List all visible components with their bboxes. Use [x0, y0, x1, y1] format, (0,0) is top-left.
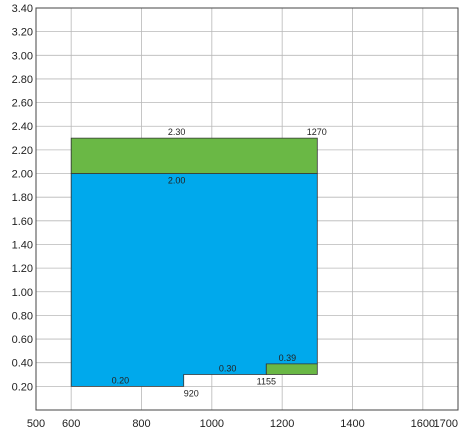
y-tick-label: 0.60 [12, 334, 33, 346]
data-label: 1155 [257, 377, 276, 387]
data-label: 0.39 [279, 353, 297, 363]
y-tick-label: 1.00 [12, 287, 33, 299]
y-tick-label: 1.20 [12, 263, 33, 275]
region-1 [70, 137, 318, 174]
y-tick-label: 3.00 [12, 50, 33, 62]
data-label: 2.30 [168, 127, 186, 137]
data-label: 0.20 [112, 375, 130, 385]
data-label: 920 [184, 388, 199, 398]
y-tick-label: 0.20 [12, 381, 33, 393]
plot-border [35, 7, 459, 411]
y-tick-label: 1.40 [12, 239, 33, 251]
y-tick-label: 1.80 [12, 192, 33, 204]
x-tick-label: 1600 [411, 418, 435, 430]
x-tick-label: 1000 [200, 418, 224, 430]
y-tick-label: 3.40 [12, 3, 33, 15]
x-tick-label: 1400 [340, 418, 364, 430]
x-tick-label: 800 [132, 418, 150, 430]
y-tick-label: 2.60 [12, 98, 33, 110]
x-tick-label: 1200 [270, 418, 294, 430]
x-tick-label: 500 [27, 418, 45, 430]
data-label: 1270 [307, 127, 327, 137]
y-tick-label: 1.60 [12, 216, 33, 228]
data-label: 2.00 [168, 176, 186, 186]
y-tick-label: 3.20 [12, 27, 33, 39]
data-label: 0.30 [219, 364, 237, 374]
y-tick-labels: 0.20 0.40 0.60 0.80 1.00 1.20 1.40 1.60 1.80 2.00… [12, 3, 33, 393]
y-tick-label: 2.00 [12, 169, 33, 181]
y-tick-label: 2.80 [12, 74, 33, 86]
x-tick-label: 600 [62, 418, 80, 430]
y-tick-label: 2.20 [12, 145, 33, 157]
y-tick-label: 2.40 [12, 121, 33, 133]
y-tick-label: 0.80 [12, 310, 33, 322]
region-2 [265, 363, 318, 375]
annotations: 2.30 1270 2.00 0.20 920 0.30 0.39 1155 [112, 127, 327, 398]
data-regions [70, 137, 318, 387]
y-tick-label: 0.40 [12, 358, 33, 370]
x-tick-label: 1700 [434, 418, 458, 430]
